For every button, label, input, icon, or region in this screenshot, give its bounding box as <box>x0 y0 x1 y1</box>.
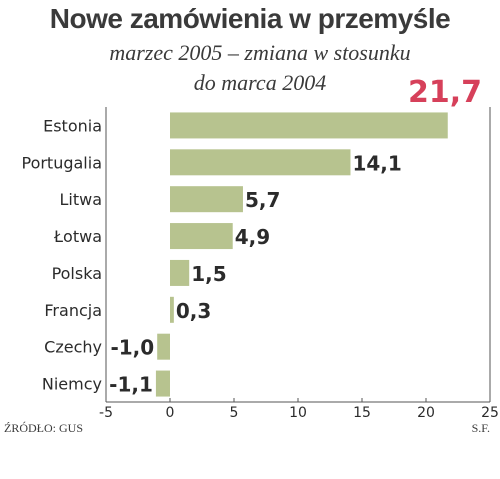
chart-subtitle-line-1: marzec 2005 – zmiana w stosunku <box>109 40 411 65</box>
author-initials: S.F. <box>471 421 490 435</box>
bar-1 <box>170 149 351 176</box>
bar-4 <box>170 259 190 286</box>
labels-layer: Estonia 21,7 Portugalia 14,1 Litwa 5,7 Łotwa 4,… <box>21 75 498 420</box>
bar-0 <box>170 112 448 139</box>
chart-subtitle-line-2: do marca 2004 <box>193 70 327 95</box>
source-note: ŹRÓDŁO: GUS <box>4 421 84 435</box>
category-label-1: Portugalia <box>21 153 102 172</box>
value-label-3: 4,9 <box>235 225 270 249</box>
value-label-6: -1,0 <box>110 336 154 360</box>
x-tick-label-4: 15 <box>353 405 371 420</box>
value-label-1: 14,1 <box>352 151 401 175</box>
x-tick-label-1: 0 <box>166 405 175 420</box>
value-label-0: 21,7 <box>408 75 482 110</box>
value-label-7: -1,1 <box>109 373 153 397</box>
category-label-3: Łotwa <box>53 227 102 246</box>
category-label-4: Polska <box>52 264 102 283</box>
x-tick-label-2: 5 <box>230 405 239 420</box>
bar-7 <box>155 370 170 397</box>
bar-3 <box>170 223 233 250</box>
value-label-4: 1,5 <box>191 262 226 286</box>
bar-5 <box>170 296 174 323</box>
category-label-6: Czechy <box>44 338 102 357</box>
category-label-2: Litwa <box>59 190 102 209</box>
x-tick-label-6: 25 <box>481 405 499 420</box>
bar-2 <box>170 186 243 213</box>
value-label-5: 0,3 <box>176 299 211 323</box>
bar-6 <box>157 333 170 360</box>
x-tick-label-0: -5 <box>99 405 113 420</box>
x-tick-label-3: 10 <box>289 405 307 420</box>
bar-chart: Estonia 21,7 Portugalia 14,1 Litwa 5,7 Łotwa 4,… <box>21 75 498 420</box>
category-label-0: Estonia <box>43 116 102 135</box>
chart-title: Nowe zamówienia w przemyśle <box>49 3 451 34</box>
x-tick-label-5: 20 <box>417 405 435 420</box>
plot-frame <box>105 107 491 403</box>
category-label-5: Francja <box>44 301 102 320</box>
bars-layer <box>155 112 448 397</box>
value-label-2: 5,7 <box>245 188 280 212</box>
category-label-7: Niemcy <box>42 375 102 394</box>
